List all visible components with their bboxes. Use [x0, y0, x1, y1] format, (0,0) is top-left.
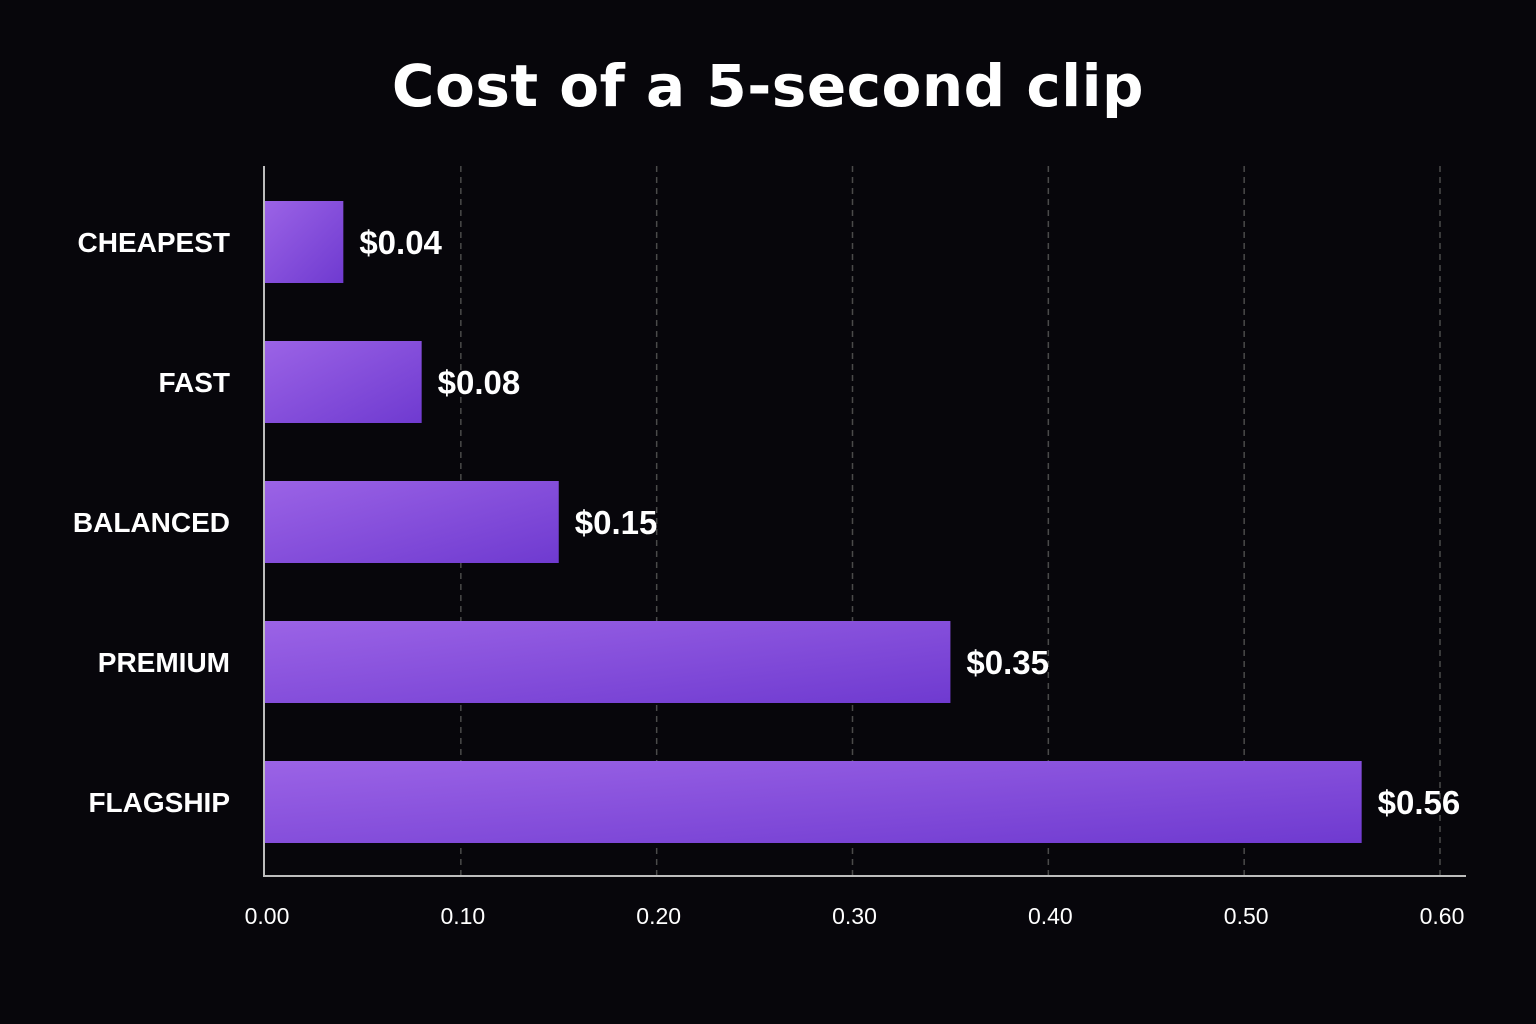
- value-label: $0.15: [575, 504, 658, 541]
- labels: 0.00 0.10 0.20 0.30 0.40 0.50 0.60 CHEAPEST $0.0…: [73, 224, 1464, 929]
- bars: [265, 201, 1362, 843]
- bar: [265, 341, 422, 423]
- chart-title: Cost of a 5-second clip: [391, 52, 1145, 120]
- category-label: CHEAPEST: [78, 227, 230, 258]
- value-label: $0.08: [438, 364, 521, 401]
- bar: [265, 621, 951, 703]
- x-tick-label: 0.60: [1420, 903, 1465, 929]
- x-tick-label: 0.20: [636, 903, 681, 929]
- value-label: $0.35: [966, 644, 1049, 681]
- value-label: $0.56: [1378, 784, 1461, 821]
- category-label: PREMIUM: [98, 647, 230, 678]
- x-tick-label: 0.50: [1224, 903, 1269, 929]
- category-label: FLAGSHIP: [88, 787, 230, 818]
- x-tick-label: 0.00: [245, 903, 290, 929]
- value-label: $0.04: [359, 224, 442, 261]
- bar: [265, 761, 1362, 843]
- x-tick-label: 0.30: [832, 903, 877, 929]
- category-label: FAST: [158, 367, 230, 398]
- axes: [263, 166, 1466, 877]
- x-tick-label: 0.40: [1028, 903, 1073, 929]
- bar: [265, 201, 344, 283]
- category-label: BALANCED: [73, 507, 230, 538]
- bar: [265, 481, 559, 563]
- x-tick-label: 0.10: [440, 903, 485, 929]
